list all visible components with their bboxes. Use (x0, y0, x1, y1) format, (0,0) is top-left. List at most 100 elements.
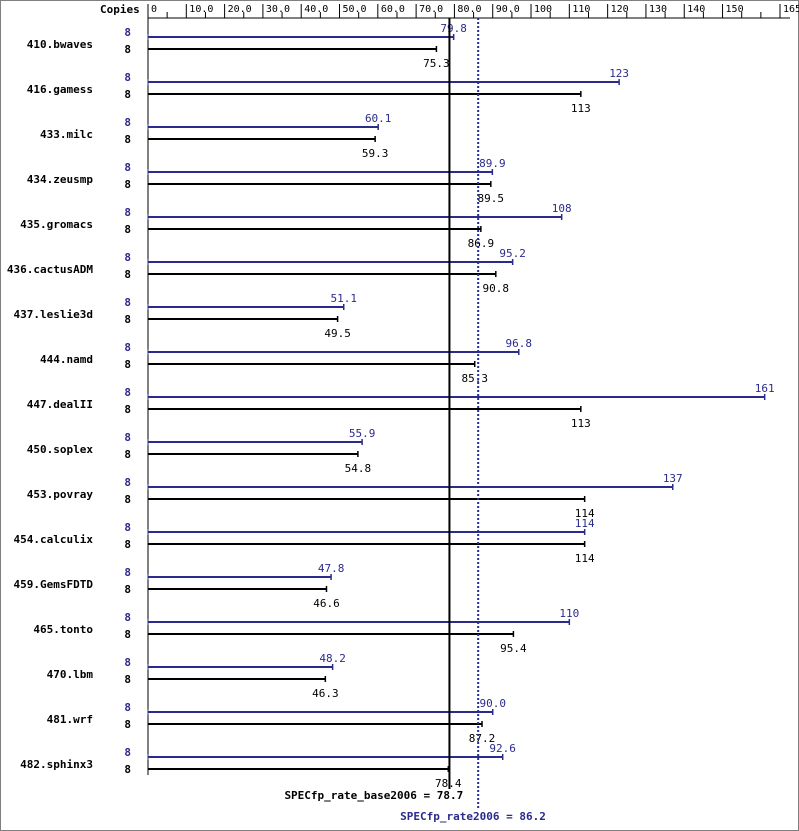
x-tick-label: 40.0 (304, 4, 328, 15)
peak-copies-label: 8 (124, 701, 131, 714)
x-tick-label: 20.0 (228, 4, 252, 15)
peak-copies-label: 8 (124, 341, 131, 354)
peak-copies-label: 8 (124, 611, 131, 624)
base-value-label: 49.5 (324, 327, 351, 340)
peak-copies-label: 8 (124, 116, 131, 129)
base-copies-label: 8 (124, 223, 131, 236)
x-tick-label: 140 (687, 4, 705, 15)
peak-copies-label: 8 (124, 566, 131, 579)
peak-copies-label: 8 (124, 476, 131, 489)
base-copies-label: 8 (124, 628, 131, 641)
peak-value-label: 47.8 (318, 562, 345, 575)
base-copies-label: 8 (124, 493, 131, 506)
base-copies-label: 8 (124, 673, 131, 686)
benchmark-label: 434.zeusmp (27, 173, 94, 186)
benchmark-label: 410.bwaves (27, 38, 93, 51)
copies-header: Copies (100, 3, 140, 16)
benchmark-label: 435.gromacs (20, 218, 93, 231)
benchmark-label: 436.cactusADM (7, 263, 93, 276)
benchmark-label: 450.soplex (27, 443, 94, 456)
benchmark-label: 470.lbm (47, 668, 94, 681)
x-tick-label: 70.0 (419, 4, 443, 15)
peak-copies-label: 8 (124, 656, 131, 669)
base-value-label: 113 (571, 417, 591, 430)
base-copies-label: 8 (124, 43, 131, 56)
base-copies-label: 8 (124, 358, 131, 371)
base-copies-label: 8 (124, 583, 131, 596)
x-tick-label: 165 (783, 4, 799, 15)
x-tick-label: 130 (649, 4, 667, 15)
peak-copies-label: 8 (124, 161, 131, 174)
peak-value-label: 89.9 (479, 157, 506, 170)
base-value-label: 59.3 (362, 147, 389, 160)
base-value-label: 114 (575, 507, 595, 520)
peak-copies-label: 8 (124, 206, 131, 219)
peak-copies-label: 8 (124, 746, 131, 759)
base-value-label: 90.8 (483, 282, 510, 295)
base-copies-label: 8 (124, 313, 131, 326)
peak-value-label: 51.1 (330, 292, 357, 305)
benchmark-label: 447.dealII (27, 398, 93, 411)
peak-value-label: 55.9 (349, 427, 376, 440)
benchmark-label: 481.wrf (47, 713, 93, 726)
peak-value-label: 108 (552, 202, 572, 215)
base-copies-label: 8 (124, 538, 131, 551)
base-value-label: 114 (575, 552, 595, 565)
base-value-label: 85.3 (461, 372, 488, 385)
base-reference-label: SPECfp_rate_base2006 = 78.7 (284, 789, 463, 802)
peak-copies-label: 8 (124, 26, 131, 39)
x-tick-label: 60.0 (381, 4, 405, 15)
peak-value-label: 60.1 (365, 112, 392, 125)
base-value-label: 113 (571, 102, 591, 115)
peak-value-label: 123 (609, 67, 629, 80)
benchmark-label: 416.gamess (27, 83, 93, 96)
benchmark-label: 459.GemsFDTD (14, 578, 94, 591)
peak-copies-label: 8 (124, 71, 131, 84)
base-copies-label: 8 (124, 268, 131, 281)
x-tick-label: 110 (572, 4, 590, 15)
benchmark-label: 465.tonto (33, 623, 93, 636)
peak-value-label: 79.8 (440, 22, 467, 35)
peak-value-label: 137 (663, 472, 683, 485)
peak-copies-label: 8 (124, 521, 131, 534)
peak-value-label: 161 (755, 382, 775, 395)
base-value-label: 87.2 (469, 732, 496, 745)
base-value-label: 46.6 (313, 597, 340, 610)
base-copies-label: 8 (124, 403, 131, 416)
peak-copies-label: 8 (124, 386, 131, 399)
x-tick-label: 50.0 (343, 4, 367, 15)
peak-copies-label: 8 (124, 251, 131, 264)
x-tick-label: 0 (151, 4, 157, 15)
base-copies-label: 8 (124, 178, 131, 191)
benchmark-label: 437.leslie3d (14, 308, 93, 321)
x-tick-label: 90.0 (496, 4, 520, 15)
x-tick-label: 150 (726, 4, 744, 15)
base-value-label: 54.8 (345, 462, 372, 475)
x-tick-label: 30.0 (266, 4, 290, 15)
peak-value-label: 110 (559, 607, 579, 620)
base-value-label: 86.9 (468, 237, 495, 250)
base-value-label: 75.3 (423, 57, 450, 70)
base-value-label: 89.5 (478, 192, 505, 205)
base-copies-label: 8 (124, 133, 131, 146)
base-value-label: 46.3 (312, 687, 339, 700)
benchmark-label: 444.namd (40, 353, 93, 366)
peak-value-label: 48.2 (319, 652, 346, 665)
benchmark-label: 454.calculix (14, 533, 94, 546)
peak-value-label: 92.6 (489, 742, 516, 755)
benchmark-label: 433.milc (40, 128, 93, 141)
base-copies-label: 8 (124, 718, 131, 731)
peak-value-label: 95.2 (499, 247, 526, 260)
x-tick-label: 100 (534, 4, 552, 15)
peak-value-label: 114 (575, 517, 595, 530)
peak-copies-label: 8 (124, 431, 131, 444)
peak-reference-label: SPECfp_rate2006 = 86.2 (400, 810, 546, 823)
benchmark-label: 453.povray (27, 488, 94, 501)
base-copies-label: 8 (124, 88, 131, 101)
benchmark-label: 482.sphinx3 (20, 758, 93, 771)
peak-value-label: 96.8 (506, 337, 533, 350)
base-copies-label: 8 (124, 448, 131, 461)
